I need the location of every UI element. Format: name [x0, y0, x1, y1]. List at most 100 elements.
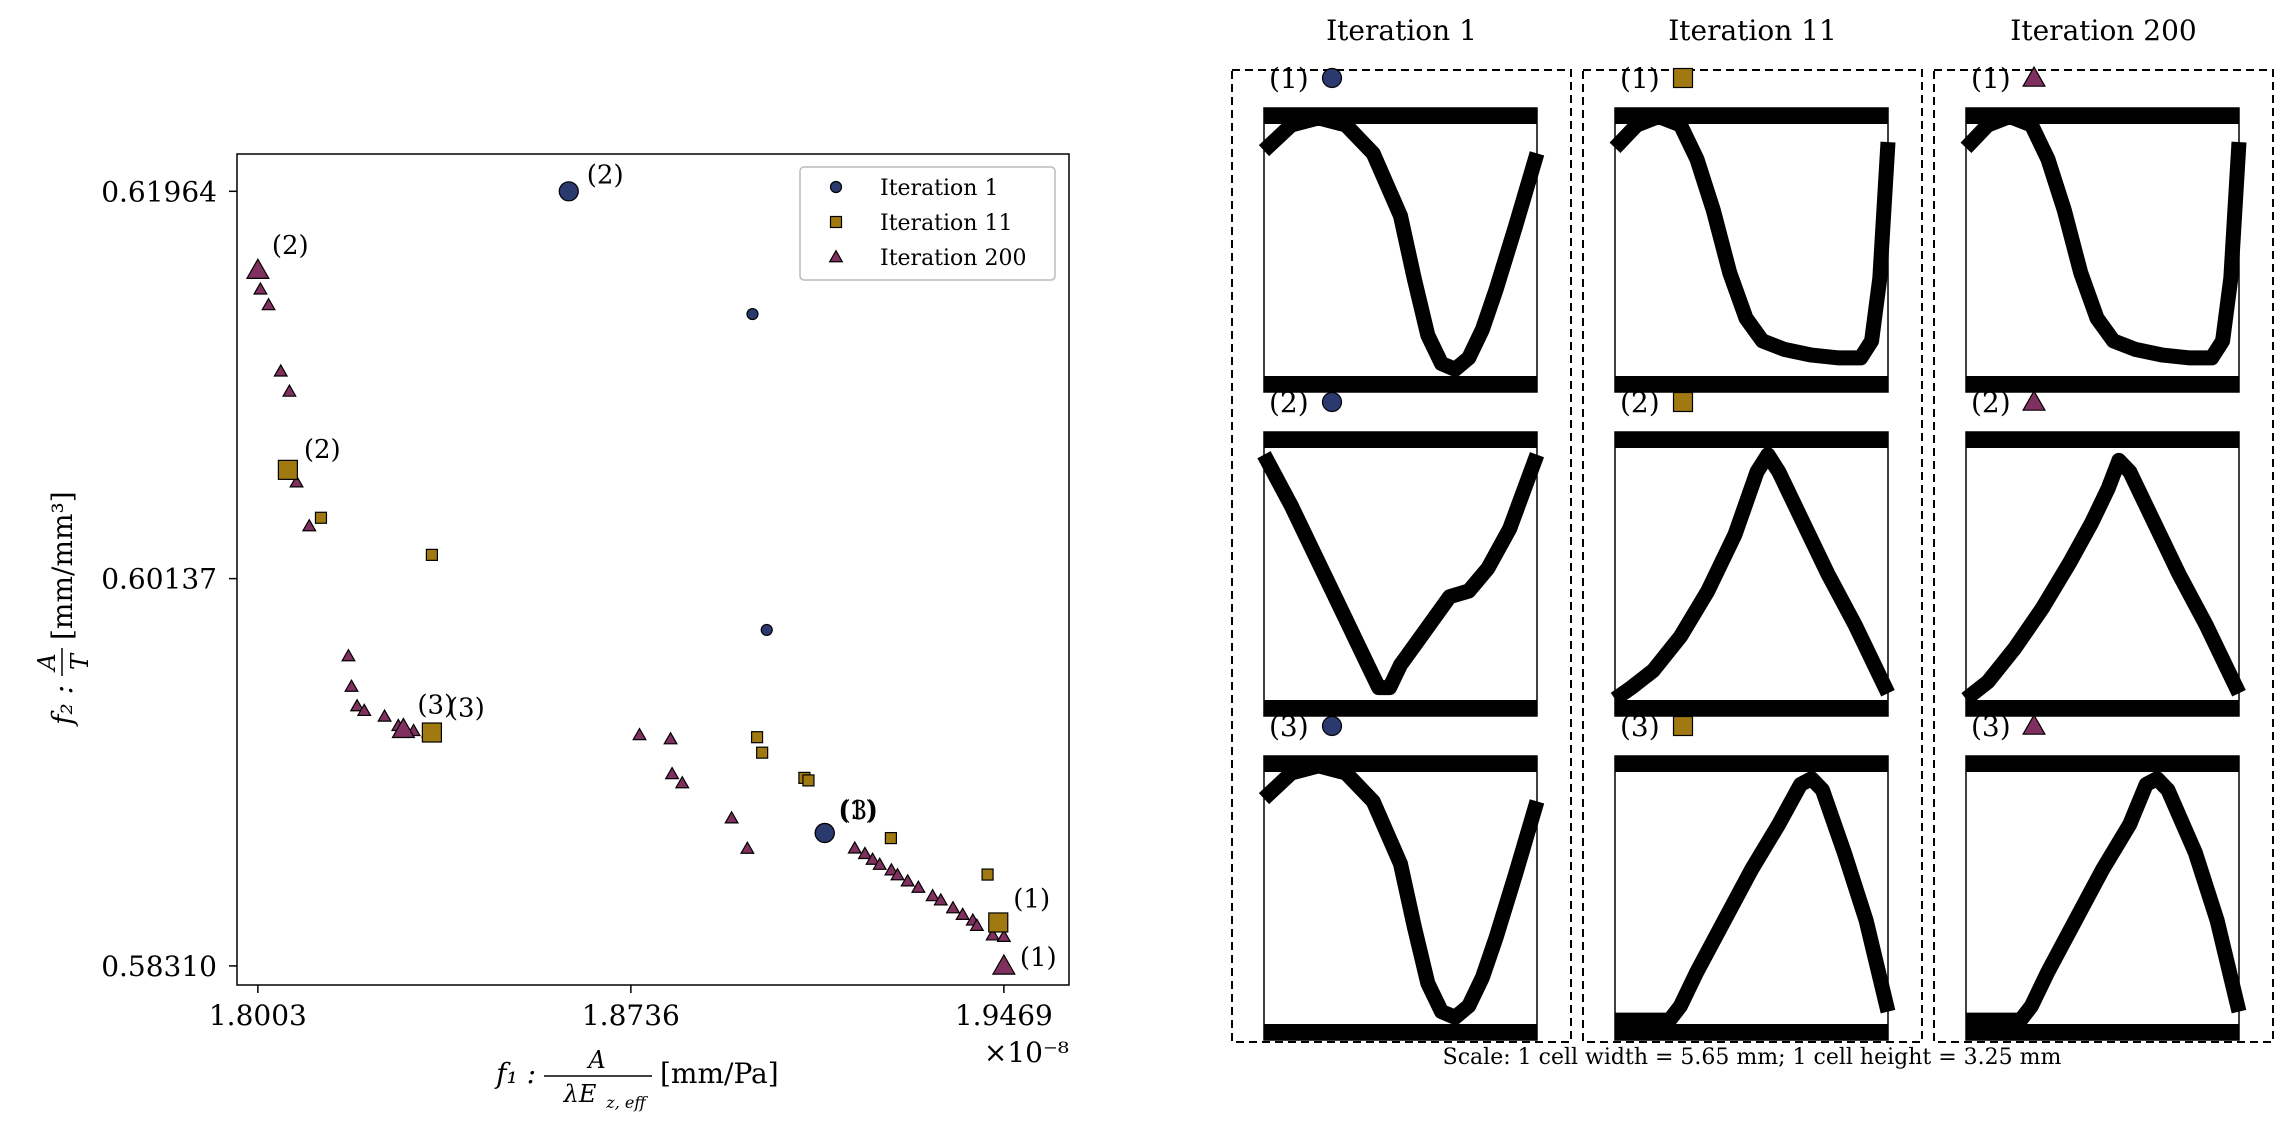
- data-point: [884, 831, 897, 845]
- data-point: [273, 363, 289, 377]
- bottom-plate: [1966, 700, 2239, 716]
- highlighted-point: [814, 822, 835, 844]
- data-point: [344, 678, 359, 692]
- data-point: [301, 518, 317, 532]
- design-label: (2): [272, 231, 309, 261]
- top-plate: [1615, 756, 1888, 772]
- cell-label: (3): [1269, 710, 1309, 743]
- design-cell-1: (1): [1960, 62, 2247, 393]
- data-point: [900, 873, 916, 887]
- data-point: [314, 511, 328, 524]
- design-column-2: Iteration 11(1) (2) (3): [1582, 14, 1923, 1043]
- data-point: [663, 731, 678, 745]
- y-label-unit: [mm/mm³]: [46, 491, 79, 640]
- bottom-plate: [1966, 1024, 2239, 1040]
- beam-curve: [1615, 771, 1896, 1028]
- highlighted-designs-3: (1) (2) (3): [245, 231, 1057, 975]
- highlighted-designs-2: (1) (2) (3): [277, 435, 1050, 933]
- design-cell-3: (3): [1614, 710, 1896, 1041]
- data-point: [884, 862, 899, 876]
- highlighted-point: [277, 459, 298, 480]
- cell-marker: [1321, 715, 1343, 737]
- design-column-3: Iteration 200 (1) (2) (3): [1933, 14, 2274, 1043]
- x-axis-label: f₁ : AλE z, eff [mm/Pa]: [494, 1046, 779, 1112]
- design-label: (3): [417, 690, 454, 720]
- data-point: [282, 383, 297, 397]
- cell-frame: [1614, 755, 1889, 1041]
- cell-marker: [1672, 391, 1694, 413]
- bottom-plate: [1264, 700, 1537, 716]
- cell-marker: [1321, 67, 1343, 89]
- data-point: [261, 297, 276, 311]
- scale-note: Scale: 1 cell width = 5.65 mm; 1 cell he…: [1443, 1045, 2062, 1070]
- y-label-prefix: f₂ :: [46, 685, 79, 727]
- series-3: [250, 262, 1012, 943]
- design-cell-2: (2): [1961, 386, 2246, 717]
- column-dashed-frame: [1231, 69, 1572, 1043]
- x-label-denominator-subscript: z, eff: [605, 1093, 648, 1112]
- data-point: [356, 703, 372, 717]
- beam-curve: [1966, 771, 2247, 1028]
- column-title: Iteration 200: [2010, 14, 2196, 47]
- top-plate: [1615, 432, 1888, 448]
- cell-label: (2): [1620, 386, 1660, 419]
- bottom-plate: [1966, 376, 2239, 392]
- data-point: [740, 840, 755, 854]
- data-point: [341, 648, 356, 662]
- design-grid-panel: Iteration 1(1)(2)(3)Iteration 11(1)(2)(3…: [1231, 14, 2274, 1070]
- legend-label: Iteration 11: [880, 211, 1012, 236]
- bottom-plate: [1615, 1024, 1888, 1040]
- y-label-numerator: A: [33, 653, 61, 672]
- cell-label: (1): [1620, 62, 1660, 95]
- legend-label: Iteration 1: [880, 176, 998, 201]
- legend-label: Iteration 200: [880, 246, 1026, 271]
- bottom-plate: [1264, 1024, 1537, 1040]
- cell-marker: [1321, 391, 1343, 413]
- beam-curve: [1961, 452, 2246, 705]
- cell-label: (3): [1620, 710, 1660, 743]
- data-point: [872, 857, 888, 870]
- beam-curve: [1258, 110, 1545, 377]
- legend-marker: [828, 249, 844, 263]
- y-tick-label: 0.61964: [101, 175, 217, 208]
- design-cell-2: (2): [1610, 386, 1895, 717]
- legend-box: [799, 166, 1056, 281]
- highlighted-designs-1: (1) (2) (3): [558, 160, 878, 844]
- x-tick-label: 1.9469: [955, 999, 1053, 1032]
- design-label: (3): [448, 694, 485, 724]
- data-point: [802, 774, 815, 787]
- design-label: (3): [841, 796, 878, 826]
- x-label-numerator: A: [586, 1046, 605, 1074]
- cell-marker: [2022, 389, 2046, 411]
- data-point: [911, 879, 926, 893]
- highlighted-point: [988, 912, 1009, 933]
- cell-label: (2): [1269, 386, 1309, 419]
- pareto-scatter-plot: 1.8003 1.8736 1.9469 0.61964 0.60137 0.58310 ×…: [33, 153, 1070, 1112]
- y-label-denominator: T: [66, 652, 94, 670]
- bottom-plate: [1615, 376, 1888, 392]
- design-label: (1): [1013, 884, 1050, 914]
- data-point: [724, 810, 739, 824]
- design-cell-1: (1): [1609, 62, 1896, 393]
- highlighted-point: [558, 181, 579, 202]
- x-label-prefix: f₁ :: [494, 1057, 536, 1090]
- data-point: [890, 867, 905, 881]
- cell-marker: [2022, 65, 2046, 87]
- cell-label: (3): [1971, 710, 2011, 743]
- column-title: Iteration 1: [1326, 14, 1477, 47]
- data-point: [746, 307, 759, 321]
- highlighted-point: [391, 717, 416, 739]
- data-point: [750, 731, 764, 744]
- cell-marker: [2022, 713, 2046, 735]
- data-point: [674, 775, 690, 789]
- beam-curve: [1610, 447, 1895, 706]
- data-point: [933, 892, 949, 906]
- data-point: [253, 281, 268, 295]
- beam-curve: [1258, 758, 1545, 1025]
- legend-marker: [829, 215, 843, 229]
- design-label: (2): [304, 435, 341, 465]
- legend: Iteration 1 Iteration 11 Iteration 200: [799, 166, 1056, 281]
- design-label: (1): [839, 796, 876, 826]
- cell-frame: [1965, 431, 2240, 717]
- design-cell-3: (3): [1258, 710, 1545, 1041]
